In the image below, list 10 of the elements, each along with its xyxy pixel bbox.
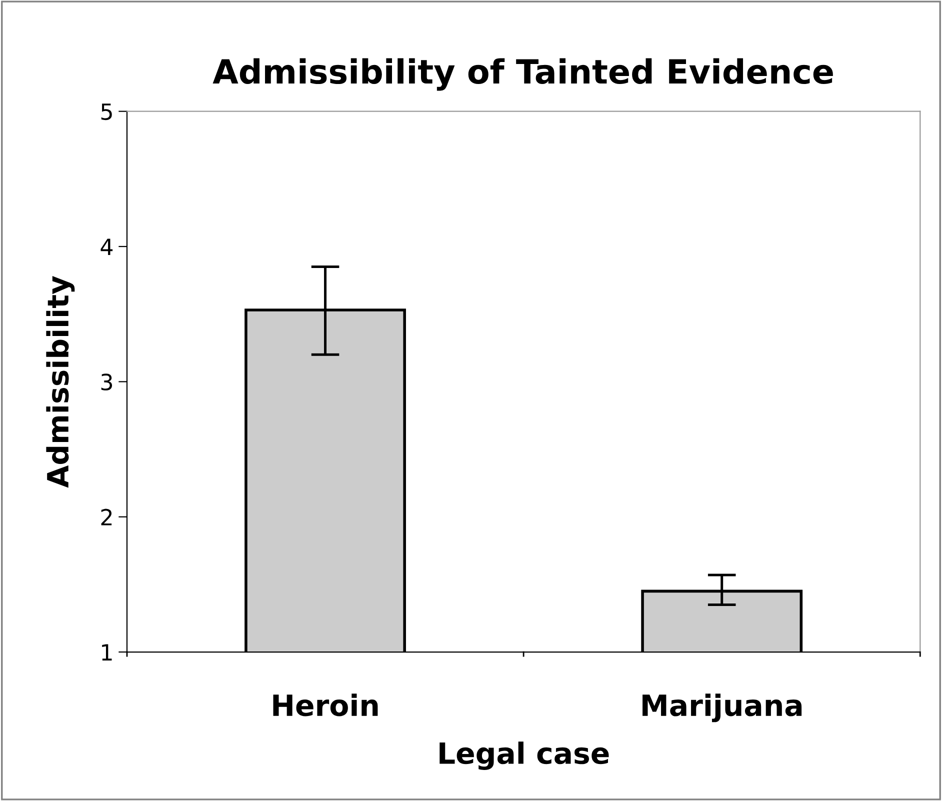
chart-title: Admissibility of Tainted Evidence xyxy=(212,58,833,91)
y-tick-label: 5 xyxy=(101,104,112,120)
y-tick-label: 2 xyxy=(101,508,112,526)
x-tick-label: Heroin xyxy=(273,694,378,716)
y-tick-label: 1 xyxy=(102,644,112,660)
y-tick-label: 4 xyxy=(100,238,113,255)
x-axis-title: Legal case xyxy=(440,742,609,770)
y-tick-label: 3 xyxy=(101,374,112,390)
x-tick-label: Marijuana xyxy=(642,694,802,722)
y-axis-title: Admissibility xyxy=(46,276,75,488)
